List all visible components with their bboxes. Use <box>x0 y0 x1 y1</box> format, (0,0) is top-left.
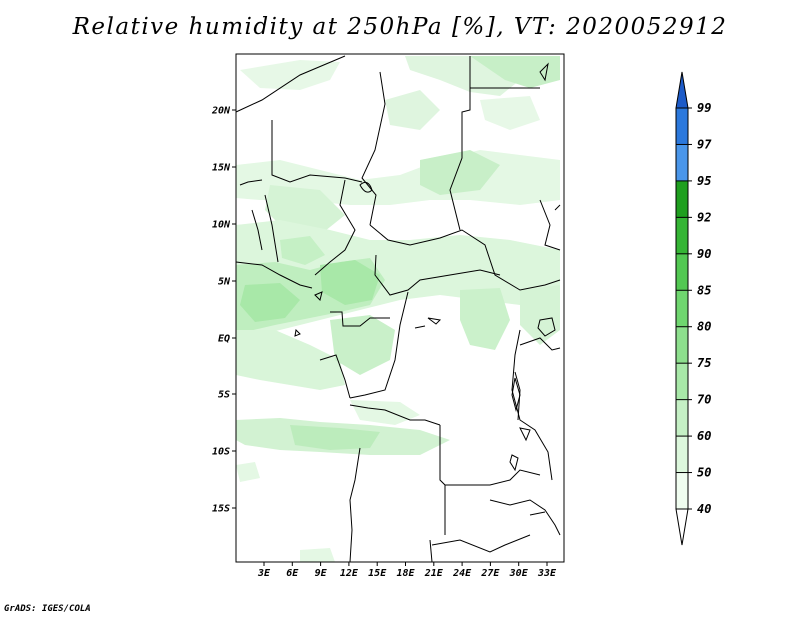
lat-label: 5S <box>218 390 230 401</box>
lat-label: 10N <box>212 220 231 231</box>
colorbar-bin <box>676 436 688 473</box>
colorbar-label: 90 <box>697 247 711 261</box>
lon-label: 30E <box>509 568 529 579</box>
longitude-axis: 3E 6E 9E 12E 15E 18E 21E 24E 27E 30E 33E <box>257 562 557 579</box>
lat-label: 5N <box>218 277 231 288</box>
colorbar-bin <box>676 363 688 400</box>
lakes-and-islands <box>294 62 556 516</box>
lon-label: 18E <box>396 568 415 579</box>
colorbar-under-triangle <box>675 508 689 546</box>
colorbar-label: 40 <box>697 502 711 516</box>
map-frame <box>235 53 565 563</box>
humidity-shading <box>236 56 560 562</box>
lat-label: EQ <box>218 334 230 345</box>
colorbar-bin <box>676 108 688 145</box>
colorbar-bin <box>676 472 688 509</box>
colorbar-bin <box>676 326 688 364</box>
colorbar-label: 80 <box>697 320 711 334</box>
colorbar-bin <box>676 180 688 218</box>
lon-label: 3E <box>257 568 271 579</box>
lat-label: 20N <box>211 106 231 117</box>
lon-label: 33E <box>537 568 557 579</box>
colorbar-bin <box>676 253 688 291</box>
colorbar-label: 92 <box>697 210 711 224</box>
grads-credit: GrADS: IGES/COLA <box>4 604 91 614</box>
lon-label: 6E <box>286 568 299 579</box>
colorbar: 40 50 60 70 75 80 85 90 92 95 97 99 <box>675 71 712 546</box>
colorbar-label: 95 <box>697 174 711 188</box>
lon-label: 12E <box>340 568 359 579</box>
lat-label: 15S <box>212 504 230 515</box>
lat-label: 10S <box>212 447 230 458</box>
country-borders <box>235 55 561 563</box>
lat-label: 15N <box>212 163 231 174</box>
colorbar-label: 75 <box>697 356 711 370</box>
lon-label: 15E <box>368 568 387 579</box>
colorbar-bin <box>676 217 688 254</box>
lon-label: 9E <box>315 568 328 579</box>
lon-label: 21E <box>424 568 444 579</box>
colorbar-label: 50 <box>697 466 711 480</box>
colorbar-bin <box>676 144 688 181</box>
colorbar-bin <box>676 290 688 327</box>
colorbar-over-triangle <box>675 71 689 109</box>
colorbar-label: 99 <box>697 101 711 115</box>
map-title: Relative humidity at 250hPa [%], VT: 202… <box>72 14 728 40</box>
lon-label: 27E <box>480 568 500 579</box>
colorbar-label: 70 <box>697 393 711 407</box>
lon-label: 24E <box>452 568 472 579</box>
colorbar-label: 97 <box>697 137 712 151</box>
colorbar-bin <box>676 399 688 437</box>
colorbar-label: 60 <box>697 429 711 443</box>
latitude-axis: 20N 15N 10N 5N EQ 5S 10S 15S <box>211 106 236 515</box>
colorbar-label: 85 <box>697 283 711 297</box>
